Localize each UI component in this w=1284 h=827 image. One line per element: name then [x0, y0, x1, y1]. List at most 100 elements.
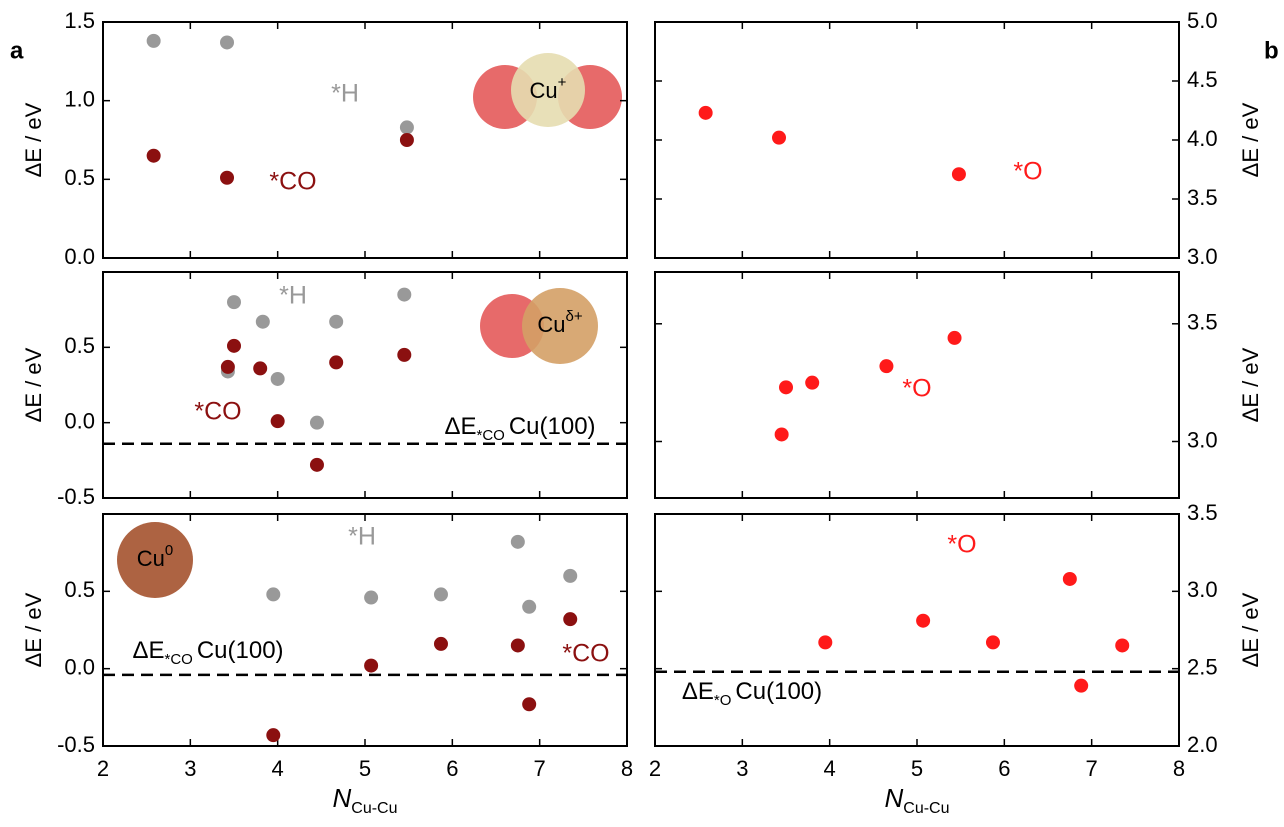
series-label: *O [902, 375, 931, 403]
reference-label: ΔE*CO Cu(100) [132, 637, 283, 668]
inset-label: Cuδ+ [537, 308, 582, 336]
data-point [397, 287, 412, 302]
y-tick-label: 3.5 [1187, 500, 1218, 525]
y-tick-label: 3.0 [1187, 427, 1218, 452]
x-tick-label: 4 [824, 756, 836, 781]
text-part: ΔE [682, 678, 714, 705]
y-tick-label: 1.5 [64, 8, 95, 33]
data-point [433, 587, 448, 602]
y-axis-label: ΔE / eV [1238, 592, 1263, 667]
data-point [563, 612, 578, 627]
y-tick-label: 4.5 [1187, 67, 1218, 92]
x-tick-label: 6 [998, 756, 1010, 781]
series-label: *O [947, 531, 976, 559]
reference-label: ΔE*CO Cu(100) [444, 413, 595, 444]
inset-label: Cu+ [530, 74, 567, 102]
data-point [510, 534, 525, 549]
data-point [818, 635, 833, 650]
y-axis-label: ΔE / eV [21, 592, 46, 667]
text-part: ΔE [132, 637, 164, 664]
atom-circle [117, 522, 193, 598]
text-part: Cu(100) [509, 413, 596, 440]
data-point [270, 414, 285, 429]
data-point [779, 380, 793, 395]
data-point [146, 148, 161, 163]
panel-label: a [10, 37, 24, 64]
panel: 3.0 3.5 ΔE / eV *O [654, 271, 1263, 499]
text-part: Cu(100) [735, 678, 822, 705]
text-part: Cu-Cu [903, 800, 949, 817]
x-tick-label: 4 [272, 756, 284, 781]
text-part: N [884, 783, 903, 813]
series-label: *H [279, 282, 307, 310]
data-point [309, 457, 324, 472]
data-point [985, 635, 1000, 650]
y-tick-label: 0.5 [64, 333, 95, 358]
x-tick-label: 6 [446, 756, 458, 781]
text-part: Cu [137, 546, 165, 571]
text-part: Cu [530, 78, 558, 103]
series-label: *CO [194, 398, 241, 426]
series-label: *CO [562, 640, 609, 668]
y-tick-label: 0.5 [64, 577, 95, 602]
y-tick-label: -0.5 [57, 732, 95, 757]
data-point [266, 728, 281, 743]
y-tick-label: 0.0 [64, 244, 95, 269]
series-label: *H [348, 523, 376, 551]
x-axis-label: NCu-Cu [884, 783, 949, 817]
text-part: *CO [164, 651, 192, 668]
series-label: *O [1013, 158, 1042, 186]
data-point [399, 120, 414, 135]
data-point [364, 658, 379, 673]
data-point [1115, 638, 1130, 653]
data-point [220, 170, 235, 185]
data-point [1074, 678, 1089, 693]
data-point [947, 330, 962, 345]
data-point [1062, 571, 1077, 586]
x-tick-label: 2 [97, 756, 109, 781]
data-point [255, 314, 270, 329]
y-tick-label: 0.5 [64, 165, 95, 190]
y-tick-label: 3.0 [1187, 577, 1218, 602]
data-point [227, 295, 241, 310]
x-tick-label: 2 [649, 756, 661, 781]
data-point [253, 361, 268, 376]
data-point [309, 415, 324, 430]
y-tick-label: 2.0 [1187, 732, 1218, 757]
data-point [879, 359, 894, 374]
data-point [329, 314, 344, 329]
text-part: Cu-Cu [351, 800, 397, 817]
y-axis-label: ΔE / eV [1238, 102, 1263, 177]
text-part: Cu(100) [197, 637, 284, 664]
data-point [227, 338, 241, 353]
data-point [220, 359, 235, 374]
series-label: *H [331, 80, 359, 108]
y-tick-label: 3.5 [1187, 185, 1218, 210]
text-part: δ+ [566, 308, 583, 325]
data-point [522, 599, 537, 614]
y-tick-label: 1.0 [64, 86, 95, 111]
panel: 3.0 3.5 4.0 4.5 5.0 ΔE / eV b *O [654, 8, 1279, 269]
y-tick-label: 0.0 [64, 654, 95, 679]
atom-circle [522, 288, 598, 364]
data-point [698, 105, 713, 120]
plot-frame [654, 21, 1180, 259]
panel: 0.0 0.5 1.0 1.5 ΔE / eV a Cu+ *H *CO [10, 8, 628, 269]
text-part: ΔE [444, 413, 476, 440]
data-point [522, 697, 537, 712]
text-part: Cu [537, 312, 565, 337]
data-point [329, 355, 344, 370]
x-tick-label: 7 [534, 756, 546, 781]
data-point [805, 375, 820, 390]
x-tick-label: 7 [1086, 756, 1098, 781]
y-tick-label: 2.5 [1187, 654, 1218, 679]
y-axis-label: ΔE / eV [1238, 347, 1263, 422]
data-point [433, 636, 448, 651]
y-tick-label: 5.0 [1187, 8, 1218, 33]
text-part: N [332, 783, 351, 813]
text-part: *CO [476, 427, 504, 444]
